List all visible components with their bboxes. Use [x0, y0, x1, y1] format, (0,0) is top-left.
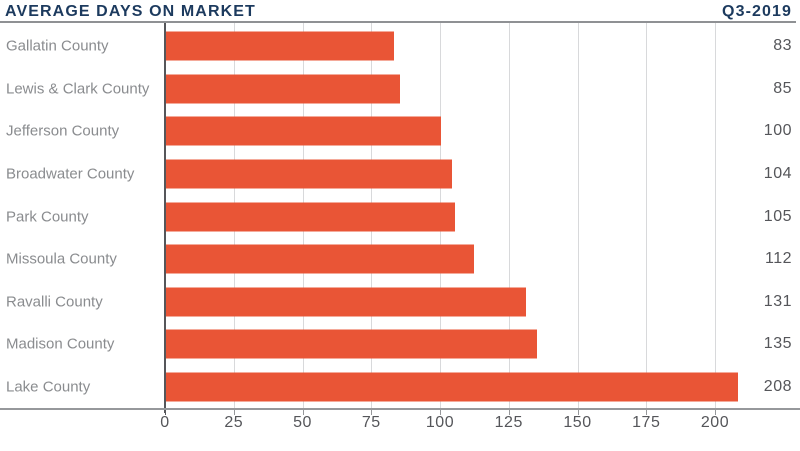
- tick-label: 125: [494, 414, 523, 431]
- y-axis-line: [164, 23, 166, 413]
- tick-label: 25: [224, 414, 244, 431]
- bar: [166, 202, 455, 232]
- gridline: [577, 23, 579, 408]
- axis-tick: [715, 410, 716, 415]
- value-label: 85: [773, 79, 792, 97]
- value-label: 131: [763, 292, 792, 310]
- gridline: [715, 23, 716, 408]
- tick-label: 50: [293, 414, 312, 431]
- axis-tick: [302, 410, 304, 415]
- table-row: Lewis & Clark County 85: [0, 68, 800, 111]
- axis-tick: [233, 410, 235, 415]
- bar: [166, 287, 527, 317]
- table-row: Lake County 208: [0, 366, 800, 409]
- header-divider: [0, 21, 796, 23]
- value-label: 83: [773, 37, 792, 55]
- tick-label: 100: [425, 414, 455, 431]
- category-label: Madison County: [6, 335, 115, 353]
- x-axis-line: [0, 408, 800, 410]
- value-label: 104: [763, 164, 792, 182]
- axis-tick: [646, 410, 648, 415]
- table-row: Jefferson County 100: [0, 110, 800, 153]
- value-label: 112: [764, 250, 792, 268]
- bar: [166, 31, 395, 61]
- table-row: Ravalli County 131: [0, 280, 800, 323]
- table-row: Missoula County 112: [0, 238, 800, 281]
- category-label: Lake County: [6, 378, 91, 396]
- gridline: [646, 23, 648, 408]
- category-label: Broadwater County: [6, 165, 135, 183]
- category-label: Ravalli County: [6, 293, 103, 311]
- tick-label: 0: [160, 414, 170, 431]
- tick-label: 75: [361, 414, 381, 431]
- category-label: Lewis & Clark County: [6, 80, 150, 98]
- chart-period-label: Q3-2019: [722, 3, 792, 20]
- bar: [166, 159, 452, 189]
- value-label: 105: [763, 207, 792, 225]
- axis-tick: [508, 410, 510, 415]
- bar: [166, 329, 538, 359]
- table-row: Broadwater County 104: [0, 153, 800, 196]
- category-label: Jefferson County: [6, 122, 120, 140]
- axis-tick: [165, 410, 166, 415]
- table-row: Gallatin County 83: [0, 25, 800, 68]
- bar: [166, 372, 738, 402]
- tick-label: 175: [632, 414, 661, 431]
- gridline: [508, 23, 510, 408]
- axis-tick: [371, 410, 373, 415]
- bar-rows-container: Gallatin County 83 Lewis & Clark County 85 J…: [0, 25, 800, 408]
- bar: [166, 244, 474, 274]
- table-row: Madison County 135: [0, 323, 800, 366]
- category-label: Gallatin County: [6, 37, 109, 55]
- axis-tick: [577, 410, 579, 415]
- bar: [166, 116, 441, 146]
- table-row: Park County 105: [0, 195, 800, 238]
- value-label: 100: [763, 122, 792, 140]
- bar: [166, 74, 400, 104]
- category-label: Park County: [6, 208, 89, 226]
- value-label: 208: [763, 377, 792, 395]
- chart-title: AVERAGE DAYS ON MARKET: [5, 3, 256, 20]
- tick-label: 200: [700, 414, 730, 431]
- category-label: Missoula County: [6, 250, 117, 268]
- tick-label: 150: [563, 414, 592, 431]
- axis-tick: [440, 410, 441, 415]
- value-label: 135: [763, 335, 792, 353]
